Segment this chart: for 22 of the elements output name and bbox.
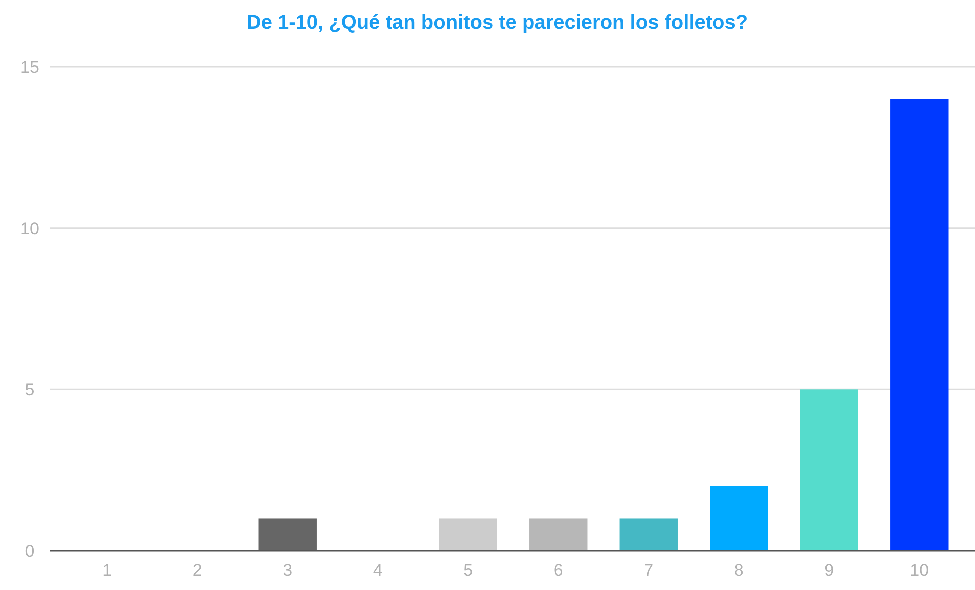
bar (530, 518, 588, 551)
y-tick-label: 5 (25, 380, 35, 400)
x-tick-label: 8 (734, 561, 744, 580)
x-tick-label: 3 (283, 561, 293, 580)
x-tick-label: 7 (644, 561, 654, 580)
x-tick-label: 1 (102, 561, 112, 580)
bar (800, 390, 858, 551)
x-tick-label: 10 (910, 561, 930, 580)
x-tick-label: 2 (192, 561, 202, 580)
bar (710, 486, 768, 551)
x-tick-label: 9 (824, 561, 834, 580)
x-tick-label: 4 (373, 561, 383, 580)
x-tick-label: 5 (464, 561, 474, 580)
chart-title: De 1-10, ¿Qué tan bonitos te parecieron los folletos? (246, 12, 748, 34)
bar (439, 518, 498, 551)
x-tick-label: 6 (554, 561, 564, 580)
y-tick-label: 10 (20, 219, 40, 238)
bar (620, 518, 678, 551)
bar (258, 518, 317, 551)
y-tick-label: 15 (20, 58, 40, 77)
bar (890, 99, 949, 551)
y-tick-label: 0 (25, 542, 35, 561)
